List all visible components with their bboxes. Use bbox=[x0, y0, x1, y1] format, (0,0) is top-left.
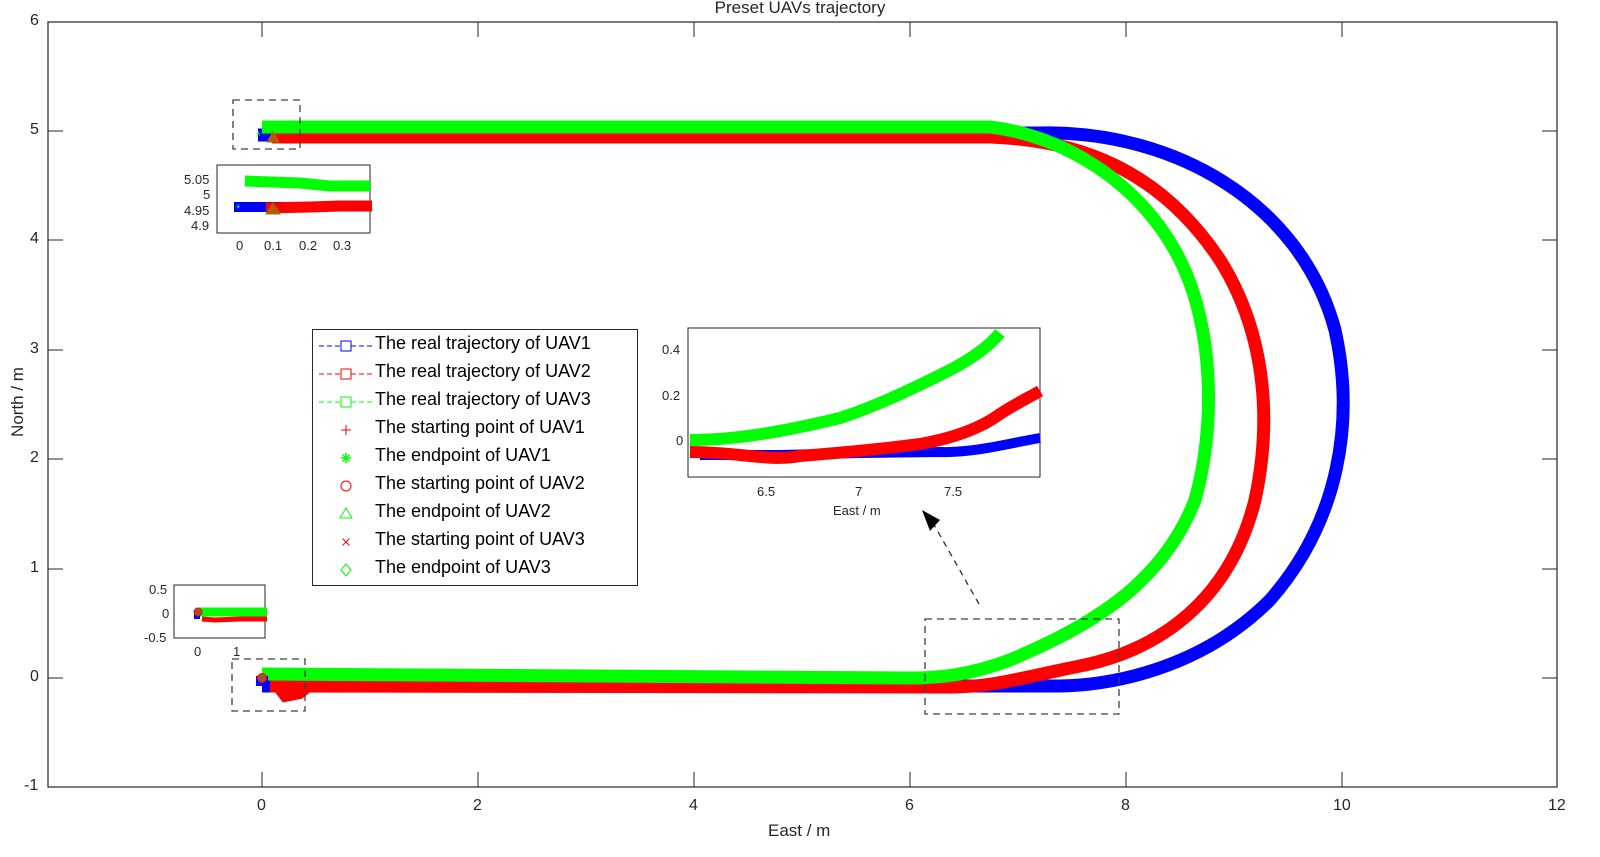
x-tick-10: 10 bbox=[1333, 797, 1351, 814]
inset2-ytick: 0 bbox=[162, 606, 170, 621]
plus-red-icon bbox=[341, 425, 351, 435]
y-tick-4: 4 bbox=[30, 230, 39, 247]
inset3-ytick: 0.4 bbox=[662, 342, 681, 357]
y-tick-neg1: -1 bbox=[24, 777, 39, 794]
triangle-green-icon bbox=[339, 507, 353, 519]
inset2-xtick: 0 bbox=[194, 644, 202, 659]
inset1-ytick: 4.9 bbox=[191, 218, 210, 233]
asterisk-green-icon bbox=[341, 453, 351, 463]
dashed-square-green-icon bbox=[319, 396, 373, 408]
y-axis-label: North / m bbox=[8, 367, 27, 437]
legend-item-uav1-start: The starting point of UAV1 bbox=[313, 414, 637, 442]
legend-item-uav1-trajectory: The real trajectory of UAV1 bbox=[313, 330, 637, 358]
uav3-trajectory bbox=[261, 120, 1216, 685]
x-tick-8: 8 bbox=[1121, 797, 1130, 814]
legend-item-uav3-start: The starting point of UAV3 bbox=[313, 526, 637, 554]
zoom-arrow-head bbox=[922, 510, 940, 531]
x-axis-label: East / m bbox=[768, 821, 831, 840]
inset3-xlabel: East / m bbox=[833, 503, 881, 518]
inset3-ytick: 0 bbox=[676, 433, 684, 448]
legend-item-uav3-trajectory: The real trajectory of UAV3 bbox=[313, 386, 637, 414]
inset1-xtick: 0 bbox=[236, 238, 244, 253]
inset2-xtick: 1 bbox=[233, 644, 241, 659]
inset1-ytick: 5 bbox=[203, 187, 211, 202]
uav1-trajectory bbox=[257, 126, 1350, 693]
diamond-green-icon bbox=[340, 563, 352, 577]
x-tick-12: 12 bbox=[1548, 797, 1566, 814]
turn-zoom-box bbox=[924, 618, 1120, 715]
inset3-ytick: 0.2 bbox=[662, 388, 681, 403]
legend-item-uav1-end: The endpoint of UAV1 bbox=[313, 442, 637, 470]
start-point-markers bbox=[257, 673, 267, 683]
y-tick-6: 6 bbox=[30, 12, 39, 29]
inset3-xtick: 7.5 bbox=[944, 484, 963, 499]
y-tick-3: 3 bbox=[30, 340, 39, 357]
inset3-xtick: 6.5 bbox=[757, 484, 776, 499]
legend-item-uav3-end: The endpoint of UAV3 bbox=[313, 554, 637, 582]
x-tick-0: 0 bbox=[257, 797, 266, 814]
inset-endpoint-zoom: * bbox=[216, 164, 372, 234]
zoom-arrow-line bbox=[932, 522, 980, 605]
y-ticks bbox=[48, 130, 1557, 679]
uav1-endpoint-marker: * bbox=[256, 129, 261, 143]
y-tick-1: 1 bbox=[30, 559, 39, 576]
x-ticks bbox=[261, 22, 1343, 787]
y-tick-2: 2 bbox=[30, 449, 39, 466]
inset3-xtick: 7 bbox=[855, 484, 863, 499]
x-tick-2: 2 bbox=[473, 797, 482, 814]
chart-title: Preset UAVs trajectory bbox=[714, 0, 886, 17]
circle-red-icon bbox=[340, 480, 352, 492]
dashed-square-blue-icon bbox=[319, 340, 373, 352]
y-tick-0: 0 bbox=[30, 668, 39, 685]
inset1-xtick: 0.3 bbox=[333, 238, 352, 253]
x-tick-4: 4 bbox=[689, 797, 698, 814]
y-tick-5: 5 bbox=[30, 121, 39, 138]
inset1-xtick: 0.2 bbox=[299, 238, 318, 253]
inset1-xtick: 0.1 bbox=[264, 238, 283, 253]
dashed-square-red-icon bbox=[319, 368, 373, 380]
uav2-endpoint-marker bbox=[266, 131, 280, 143]
inset2-ytick: 0.5 bbox=[149, 582, 168, 597]
inset1-ytick: 5.05 bbox=[184, 172, 210, 187]
inset-start-zoom bbox=[173, 584, 267, 639]
inset-turn-zoom bbox=[687, 327, 1044, 478]
x-red-icon bbox=[342, 538, 350, 546]
start-zoom-box bbox=[231, 658, 306, 712]
legend-item-uav2-trajectory: The real trajectory of UAV2 bbox=[313, 358, 637, 386]
inset1-ytick: 4.95 bbox=[184, 203, 210, 218]
svg-text:*: * bbox=[256, 129, 261, 143]
endpoint-zoom-box bbox=[232, 99, 301, 150]
legend: The real trajectory of UAV1 The real tra… bbox=[312, 329, 638, 586]
uav2-start-deviation bbox=[271, 680, 314, 703]
legend-item-uav2-start: The starting point of UAV2 bbox=[313, 470, 637, 498]
uav2-trajectory bbox=[269, 130, 1271, 694]
svg-text:*: * bbox=[236, 203, 241, 215]
legend-item-uav2-end: The endpoint of UAV2 bbox=[313, 498, 637, 526]
inset2-ytick: -0.5 bbox=[144, 630, 167, 645]
x-tick-6: 6 bbox=[905, 797, 914, 814]
